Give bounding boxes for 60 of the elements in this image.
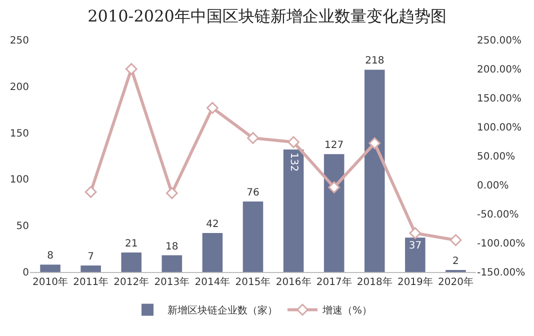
- legend-label: 增速（%）: [322, 304, 372, 317]
- y2-tick-label: 200.00%: [477, 64, 522, 76]
- y2-tick-label: -100.00%: [477, 238, 526, 250]
- y-tick-label: 100: [10, 174, 29, 186]
- point: [206, 102, 218, 114]
- bar: [162, 255, 182, 272]
- point: [328, 181, 340, 194]
- bar: [121, 252, 142, 272]
- chart-title: 2010-2020年中国区块链新增企业数量变化趋势图: [88, 6, 446, 26]
- data-label: 2: [452, 256, 459, 267]
- y-tick-label: 250: [10, 36, 29, 46]
- point: [409, 227, 422, 240]
- point: [288, 136, 300, 148]
- y-tick-label: 150: [10, 128, 29, 140]
- y2-tick-label: 50.00%: [477, 152, 516, 162]
- data-label: 18: [166, 241, 178, 252]
- x-tick-label: 2014年: [194, 276, 230, 288]
- y2-tick-label: -150.00%: [477, 268, 526, 278]
- y2-tick-label: 100.00%: [477, 122, 522, 134]
- bar: [364, 70, 385, 272]
- point: [84, 186, 97, 198]
- x-tick-label: 2017年: [316, 276, 352, 288]
- x-tick-label: 2013年: [154, 276, 190, 288]
- data-label: 132: [288, 152, 300, 172]
- x-tick-label: 2018年: [356, 276, 392, 288]
- bar: [405, 238, 426, 272]
- point: [368, 137, 381, 150]
- data-label: 37: [408, 240, 422, 252]
- x-tick-label: 2011年: [73, 276, 109, 288]
- data-label: 7: [88, 252, 94, 262]
- x-tick-label: 2015年: [235, 276, 271, 288]
- point: [166, 187, 178, 200]
- x-tick-label: 2010年: [32, 276, 68, 288]
- point: [450, 234, 462, 246]
- bar: [80, 266, 101, 272]
- y2-tick-label: 250.00%: [477, 36, 522, 46]
- y2-tick-label: -50.00%: [477, 210, 519, 220]
- y-tick-label: 50: [16, 221, 29, 232]
- bar: [40, 264, 60, 272]
- bar: [324, 154, 344, 272]
- data-label: 21: [125, 238, 138, 250]
- x-tick-label: 2012年: [114, 276, 150, 288]
- x-tick-label: 2016年: [276, 276, 312, 288]
- bar: [242, 201, 264, 272]
- x-tick-label: 2020年: [438, 276, 474, 288]
- data-label: 8: [47, 250, 54, 262]
- y-tick-label: 0: [22, 268, 29, 278]
- point: [125, 63, 138, 75]
- y-tick-label: 200: [10, 82, 29, 93]
- data-label: 42: [206, 219, 219, 230]
- data-label: 218: [365, 56, 384, 67]
- x-tick-label: 2019年: [397, 276, 433, 288]
- data-label: 76: [246, 187, 260, 198]
- bar: [283, 150, 304, 272]
- legend-label: 新增区块链企业数（家）: [168, 304, 278, 317]
- y2-tick-label: 0.00%: [477, 180, 509, 192]
- point: [247, 132, 259, 144]
- y2-tick-label: 150.00%: [477, 94, 522, 104]
- data-label: 127: [324, 140, 344, 152]
- bar: [202, 233, 223, 272]
